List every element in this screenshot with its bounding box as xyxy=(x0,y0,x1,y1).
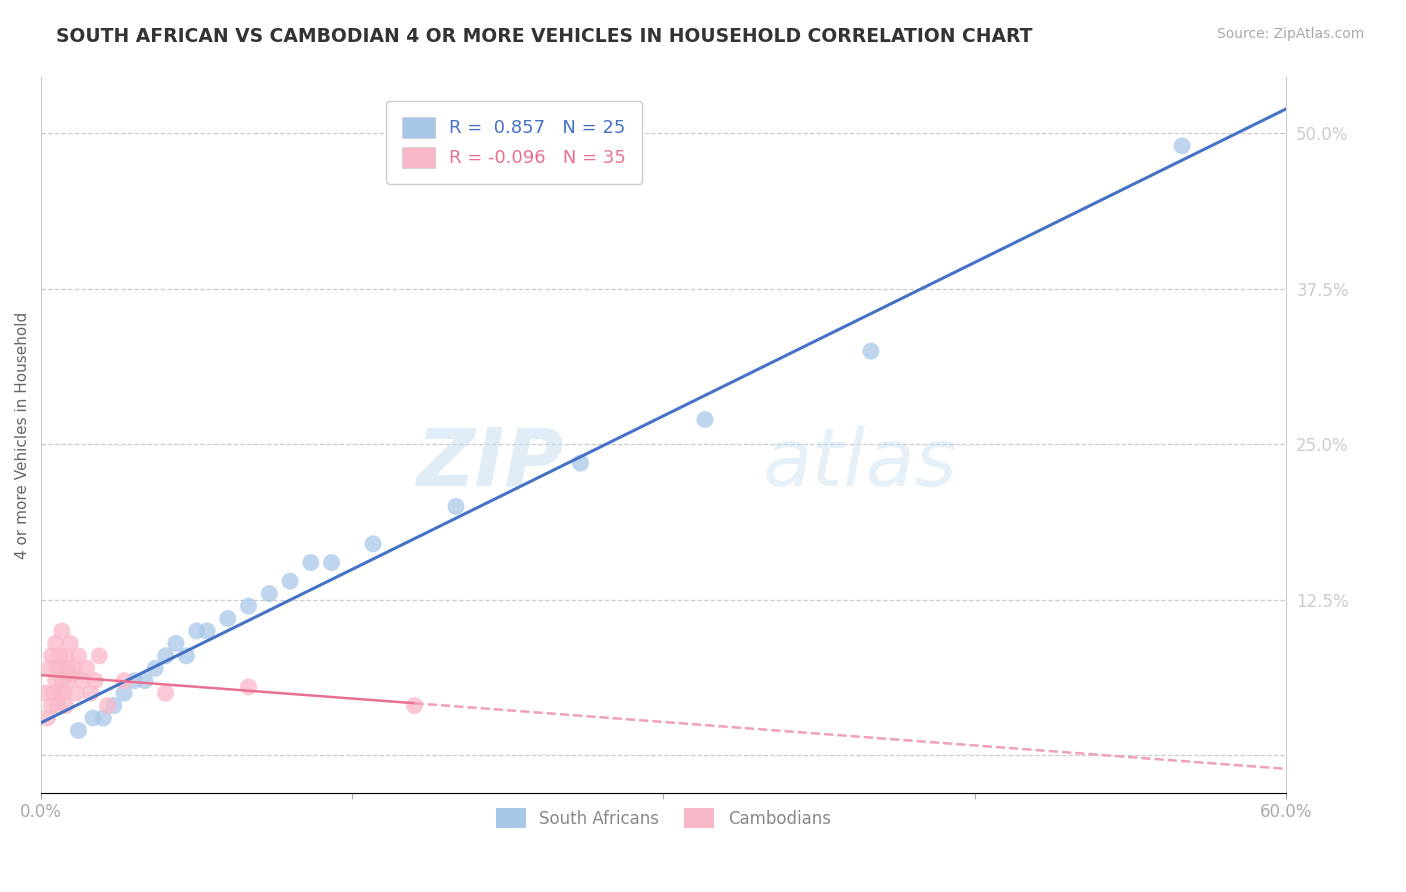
Point xyxy=(693,412,716,426)
Point xyxy=(124,673,146,688)
Point xyxy=(49,648,72,663)
Point xyxy=(56,673,79,688)
Point xyxy=(67,648,90,663)
Point xyxy=(186,624,208,638)
Text: SOUTH AFRICAN VS CAMBODIAN 4 OR MORE VEHICLES IN HOUSEHOLD CORRELATION CHART: SOUTH AFRICAN VS CAMBODIAN 4 OR MORE VEH… xyxy=(56,27,1033,45)
Point xyxy=(76,661,98,675)
Point xyxy=(45,673,67,688)
Point xyxy=(59,636,82,650)
Point xyxy=(569,456,592,470)
Point xyxy=(259,587,281,601)
Point xyxy=(52,661,75,675)
Point xyxy=(63,661,86,675)
Point xyxy=(84,673,107,688)
Text: atlas: atlas xyxy=(763,425,957,503)
Point xyxy=(41,648,63,663)
Point xyxy=(103,698,125,713)
Text: ZIP: ZIP xyxy=(416,425,564,503)
Point xyxy=(321,556,343,570)
Point xyxy=(55,648,77,663)
Point xyxy=(67,723,90,738)
Point xyxy=(361,537,384,551)
Point xyxy=(46,661,69,675)
Point xyxy=(72,673,94,688)
Point xyxy=(299,556,322,570)
Point xyxy=(65,686,87,700)
Point xyxy=(859,344,882,359)
Point xyxy=(134,673,156,688)
Text: Source: ZipAtlas.com: Source: ZipAtlas.com xyxy=(1216,27,1364,41)
Point xyxy=(45,636,67,650)
Point xyxy=(46,698,69,713)
Point xyxy=(155,686,177,700)
Point xyxy=(34,686,56,700)
Point xyxy=(278,574,301,589)
Point xyxy=(89,648,111,663)
Point xyxy=(404,698,426,713)
Point xyxy=(38,661,60,675)
Point xyxy=(176,648,198,663)
Point xyxy=(238,599,260,613)
Point xyxy=(55,698,77,713)
Point xyxy=(143,661,166,675)
Point xyxy=(93,711,115,725)
Point xyxy=(1171,139,1194,153)
Point xyxy=(60,667,83,681)
Point xyxy=(165,636,187,650)
Point xyxy=(217,611,239,625)
Point xyxy=(80,686,103,700)
Point xyxy=(112,686,135,700)
Point xyxy=(49,686,72,700)
Point xyxy=(37,711,59,725)
Point xyxy=(41,698,63,713)
Point xyxy=(52,686,75,700)
Point xyxy=(82,711,104,725)
Point xyxy=(51,673,73,688)
Point xyxy=(155,648,177,663)
Point xyxy=(112,673,135,688)
Point xyxy=(51,624,73,638)
Legend: South Africans, Cambodians: South Africans, Cambodians xyxy=(489,802,838,834)
Point xyxy=(444,500,467,514)
Point xyxy=(96,698,118,713)
Point xyxy=(195,624,218,638)
Point xyxy=(56,661,79,675)
Y-axis label: 4 or more Vehicles in Household: 4 or more Vehicles in Household xyxy=(15,311,30,558)
Point xyxy=(42,686,65,700)
Point xyxy=(238,680,260,694)
